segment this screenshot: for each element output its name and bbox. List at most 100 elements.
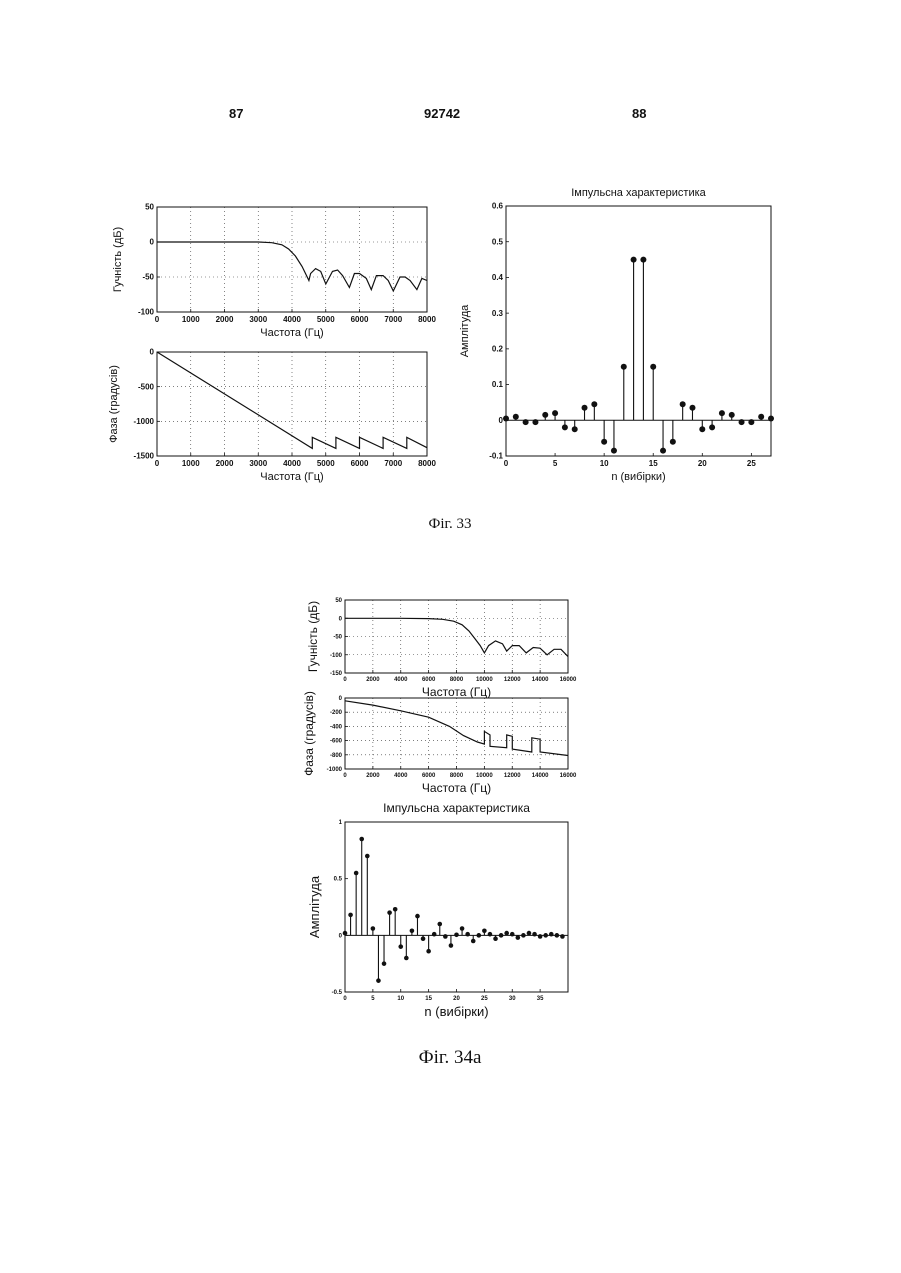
- stem-marker: [748, 419, 754, 425]
- stem-marker: [359, 837, 364, 842]
- stem-marker: [471, 939, 476, 944]
- stem-marker: [503, 416, 509, 422]
- stem-marker: [449, 943, 454, 948]
- stem-marker: [523, 419, 529, 425]
- stem-marker: [410, 929, 415, 934]
- x-tick-label: 6000: [351, 459, 369, 468]
- stem-marker: [387, 910, 392, 915]
- x-tick-label: 5000: [317, 459, 335, 468]
- stem-marker: [660, 448, 666, 454]
- y-tick-label: -1000: [134, 417, 155, 426]
- y-tick-label: -400: [330, 724, 343, 730]
- x-tick-label: 4000: [283, 315, 301, 324]
- stem-marker: [371, 926, 376, 931]
- stem-marker: [562, 424, 568, 430]
- stem-marker: [650, 364, 656, 370]
- stem-marker: [552, 410, 558, 416]
- x-tick-label: 12000: [504, 677, 521, 683]
- y-tick-label: 0: [150, 238, 155, 247]
- x-tick-label: 2000: [366, 773, 380, 779]
- stem-marker: [488, 932, 493, 937]
- stem-marker: [729, 412, 735, 418]
- x-tick-label: 25: [481, 996, 488, 1002]
- stem-marker: [768, 416, 774, 422]
- y-tick-label: -0.5: [332, 990, 343, 996]
- y-tick-label: -1500: [134, 452, 155, 461]
- fig34a-magnitude-chart: 0200040006000800010000120001400016000500…: [306, 598, 577, 699]
- x-tick-label: 10000: [476, 677, 493, 683]
- series-line: [345, 701, 568, 756]
- y-tick-label: 0.2: [492, 345, 504, 354]
- x-tick-label: 8000: [450, 677, 464, 683]
- x-tick-label: 1000: [182, 459, 200, 468]
- x-tick-label: 7000: [384, 459, 402, 468]
- chart-title: Імпульсна характеристика: [383, 801, 530, 815]
- stem-marker: [510, 932, 515, 937]
- y-axis-label: Фаза (градусів): [302, 691, 316, 776]
- y-tick-label: -50: [142, 273, 154, 282]
- stem-marker: [354, 871, 359, 876]
- fig34a-impulse-chart: 0510152025303510.50-0.5n (вибірки)Ампліт…: [307, 801, 568, 1019]
- stem-marker: [432, 932, 437, 937]
- x-tick-label: 1000: [182, 315, 200, 324]
- stem-marker: [532, 419, 538, 425]
- stem-marker: [426, 949, 431, 954]
- stem-marker: [543, 933, 548, 938]
- fig33-phase-chart: 0100020003000400050006000700080000-500-1…: [108, 348, 436, 483]
- x-tick-label: 3000: [249, 459, 267, 468]
- fig33-magnitude-chart: 010002000300040005000600070008000500-50-…: [112, 203, 436, 339]
- stem-marker: [538, 934, 543, 939]
- y-tick-label: 0: [499, 416, 504, 425]
- chart-title: Імпульсна характеристика: [571, 187, 706, 199]
- stem-marker: [437, 922, 442, 927]
- y-tick-label: -600: [330, 739, 343, 745]
- stem-marker: [527, 931, 532, 936]
- y-tick-label: -200: [330, 710, 343, 716]
- stem-marker: [415, 914, 420, 919]
- stem-marker: [348, 913, 353, 918]
- x-tick-label: 12000: [504, 773, 521, 779]
- stem-marker: [404, 956, 409, 961]
- x-tick-label: 14000: [532, 773, 549, 779]
- x-tick-label: 15: [649, 459, 658, 468]
- stem-marker: [631, 257, 637, 263]
- fig33-impulse-chart: 05101520250.60.50.40.30.20.10-0.1n (вибі…: [459, 187, 774, 483]
- stem-marker: [460, 926, 465, 931]
- y-tick-label: 0.5: [334, 877, 343, 883]
- y-axis-label: Гучність (дБ): [306, 601, 320, 672]
- x-tick-label: 2000: [216, 315, 234, 324]
- stem-marker: [621, 364, 627, 370]
- x-tick-label: 14000: [532, 677, 549, 683]
- stem-marker: [758, 414, 764, 420]
- y-axis-label: Гучність (дБ): [112, 227, 124, 292]
- y-tick-label: 50: [145, 203, 154, 212]
- x-tick-label: 10000: [476, 773, 493, 779]
- stem-marker: [454, 932, 459, 937]
- stem-marker: [582, 405, 588, 411]
- y-tick-label: -50: [333, 635, 342, 641]
- x-axis-label: n (вибірки): [424, 1004, 488, 1019]
- x-axis-label: n (вибірки): [611, 471, 665, 483]
- x-tick-label: 30: [509, 996, 516, 1002]
- x-tick-label: 3000: [249, 315, 267, 324]
- stem-marker: [376, 978, 381, 983]
- x-tick-label: 5: [553, 459, 558, 468]
- stem-marker: [393, 907, 398, 912]
- y-tick-label: 0: [339, 933, 343, 939]
- y-tick-label: 1: [339, 820, 343, 826]
- stem-marker: [343, 931, 348, 936]
- y-tick-label: 0: [339, 616, 343, 622]
- stem-marker: [739, 419, 745, 425]
- x-tick-label: 4000: [283, 459, 301, 468]
- stem-marker: [398, 944, 403, 949]
- x-tick-label: 5000: [317, 315, 335, 324]
- y-axis-label: Амплітуда: [459, 304, 471, 357]
- y-tick-label: -800: [330, 753, 343, 759]
- x-tick-label: 25: [747, 459, 756, 468]
- x-tick-label: 16000: [560, 773, 577, 779]
- stem-marker: [516, 935, 521, 940]
- y-tick-label: -100: [330, 653, 343, 659]
- x-tick-label: 2000: [366, 677, 380, 683]
- stem-marker: [513, 414, 519, 420]
- fig34a-phase-chart: 02000400060008000100001200014000160000-2…: [302, 691, 577, 795]
